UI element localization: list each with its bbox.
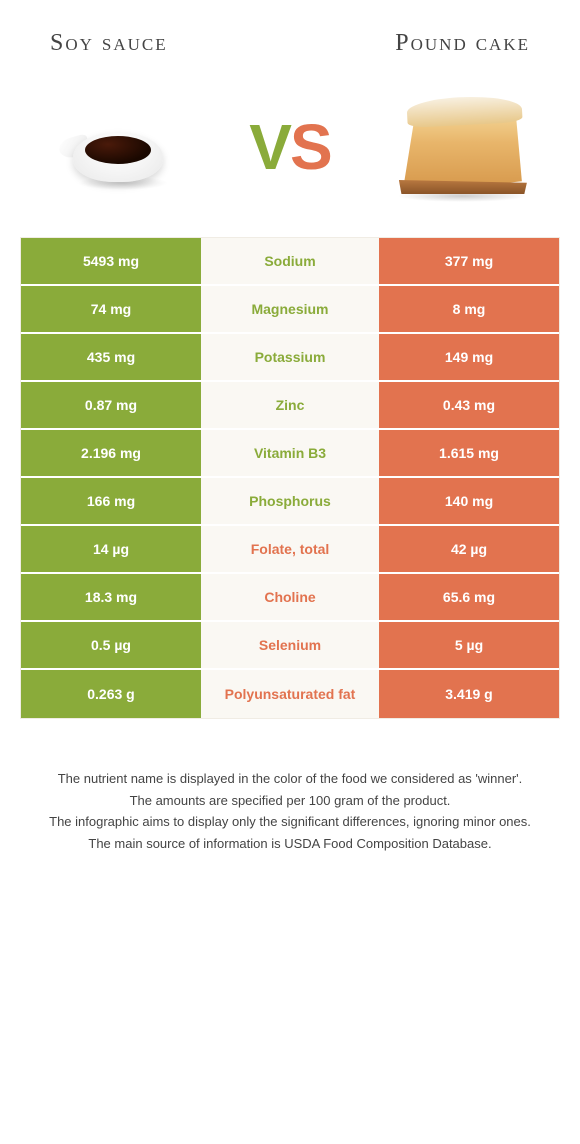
footer-notes: The nutrient name is displayed in the co… [0,719,580,875]
nutrient-name: Zinc [201,382,379,428]
value-right: 65.6 mg [379,574,559,620]
value-left: 14 µg [21,526,201,572]
nutrient-name: Vitamin B3 [201,430,379,476]
value-left: 0.5 µg [21,622,201,668]
nutrient-table: 5493 mgSodium377 mg74 mgMagnesium8 mg435… [20,237,560,719]
value-right: 5 µg [379,622,559,668]
value-right: 149 mg [379,334,559,380]
value-left: 5493 mg [21,238,201,284]
nutrient-name: Phosphorus [201,478,379,524]
footer-line: The nutrient name is displayed in the co… [30,769,550,789]
table-row: 0.263 gPolyunsaturated fat3.419 g [21,670,559,718]
table-row: 0.87 mgZinc0.43 mg [21,382,559,430]
nutrient-name: Folate, total [201,526,379,572]
food-title-right: Pound cake [395,30,530,57]
value-left: 2.196 mg [21,430,201,476]
nutrient-name: Potassium [201,334,379,380]
images-row: VS [0,77,580,237]
value-left: 166 mg [21,478,201,524]
pound-cake-image [377,87,537,207]
nutrient-name: Polyunsaturated fat [201,670,379,718]
value-left: 0.263 g [21,670,201,718]
value-left: 74 mg [21,286,201,332]
nutrient-name: Selenium [201,622,379,668]
table-row: 435 mgPotassium149 mg [21,334,559,382]
footer-line: The amounts are specified per 100 gram o… [30,791,550,811]
table-row: 166 mgPhosphorus140 mg [21,478,559,526]
table-row: 5493 mgSodium377 mg [21,238,559,286]
value-right: 140 mg [379,478,559,524]
nutrient-name: Magnesium [201,286,379,332]
vs-v: V [249,111,290,183]
vs-s: S [290,111,331,183]
food-title-left: Soy sauce [50,30,168,57]
nutrient-name: Choline [201,574,379,620]
value-right: 3.419 g [379,670,559,718]
header: Soy sauce Pound cake [0,0,580,77]
value-right: 42 µg [379,526,559,572]
nutrient-name: Sodium [201,238,379,284]
footer-line: The main source of information is USDA F… [30,834,550,854]
table-row: 74 mgMagnesium8 mg [21,286,559,334]
value-right: 377 mg [379,238,559,284]
footer-line: The infographic aims to display only the… [30,812,550,832]
vs-label: VS [249,110,330,184]
value-right: 8 mg [379,286,559,332]
soy-sauce-image [43,87,203,207]
value-right: 0.43 mg [379,382,559,428]
table-row: 18.3 mgCholine65.6 mg [21,574,559,622]
value-right: 1.615 mg [379,430,559,476]
table-row: 14 µgFolate, total42 µg [21,526,559,574]
value-left: 18.3 mg [21,574,201,620]
table-row: 0.5 µgSelenium5 µg [21,622,559,670]
value-left: 0.87 mg [21,382,201,428]
value-left: 435 mg [21,334,201,380]
table-row: 2.196 mgVitamin B31.615 mg [21,430,559,478]
